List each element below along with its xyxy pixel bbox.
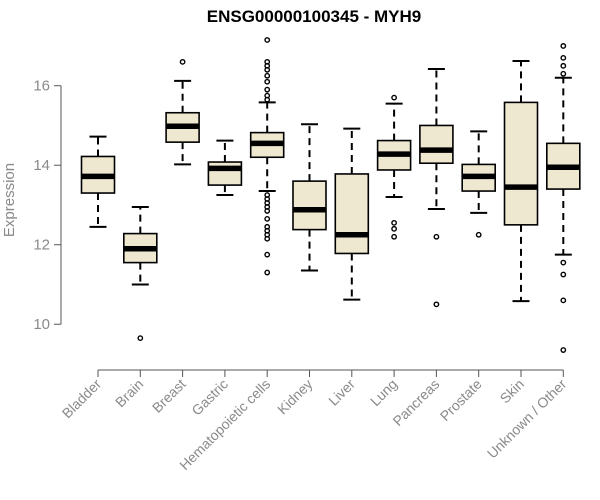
iqr-box bbox=[292, 180, 327, 231]
outlier-point bbox=[433, 301, 440, 308]
outlier-point bbox=[560, 347, 567, 353]
outlier-point bbox=[264, 96, 271, 103]
outlier-point bbox=[264, 72, 271, 79]
outlier-point bbox=[560, 54, 567, 61]
outlier-point bbox=[264, 235, 271, 242]
box-breast bbox=[165, 58, 200, 166]
outlier-point bbox=[137, 335, 144, 342]
box-skin bbox=[503, 60, 539, 303]
iqr-box bbox=[419, 124, 454, 165]
y-tick-label: 14 bbox=[33, 157, 50, 174]
outlier-point bbox=[560, 70, 567, 77]
x-tick-label: Unknown / Other bbox=[484, 376, 570, 462]
box-unknown-other bbox=[545, 43, 581, 353]
outlier-point bbox=[391, 233, 397, 240]
outlier-point bbox=[264, 86, 271, 93]
box-gastric bbox=[207, 139, 243, 197]
x-tick-label: Breast bbox=[149, 376, 189, 416]
y-tick-label: 10 bbox=[33, 316, 50, 333]
box-prostate bbox=[461, 130, 497, 238]
outlier-point bbox=[560, 297, 567, 304]
y-axis-label: Expression bbox=[1, 163, 18, 237]
x-tick-label: Brain bbox=[112, 376, 146, 410]
iqr-box bbox=[207, 161, 243, 186]
y-tick-label: 12 bbox=[33, 237, 50, 254]
box-pancreas bbox=[419, 68, 454, 308]
x-tick-label: Liver bbox=[325, 376, 358, 409]
outlier-point bbox=[560, 43, 567, 49]
y-tick-label: 16 bbox=[33, 78, 50, 95]
x-tick-label: Kidney bbox=[274, 376, 316, 418]
x-tick-label: Skin bbox=[497, 376, 528, 407]
outlier-point bbox=[560, 62, 567, 69]
box-hematopoietic-cells bbox=[249, 37, 285, 276]
outlier-point bbox=[264, 78, 271, 85]
outlier-point bbox=[560, 271, 567, 278]
x-tick-label: Bladder bbox=[59, 376, 105, 422]
outlier-point bbox=[179, 58, 186, 65]
iqr-box bbox=[503, 101, 539, 226]
outlier-point bbox=[475, 231, 482, 238]
box-bladder bbox=[80, 135, 116, 228]
outlier-point bbox=[264, 215, 271, 222]
outlier-point bbox=[391, 225, 397, 232]
chart-title: ENSG00000100345 - MYH9 bbox=[207, 7, 422, 26]
x-tick-label: Lung bbox=[367, 376, 400, 409]
outlier-point bbox=[264, 37, 271, 43]
outlier-point bbox=[391, 94, 397, 101]
box-lung bbox=[376, 94, 412, 240]
outlier-point bbox=[264, 269, 271, 276]
outlier-point bbox=[264, 66, 271, 73]
box-kidney bbox=[292, 123, 327, 272]
iqr-box bbox=[334, 173, 370, 255]
x-tick-label: Prostate bbox=[437, 376, 485, 424]
axes: 10 12 14 16 bbox=[33, 78, 564, 377]
outlier-point bbox=[391, 219, 397, 226]
outlier-point bbox=[264, 251, 271, 258]
box-brain bbox=[123, 205, 158, 342]
boxes bbox=[80, 37, 581, 353]
outlier-point bbox=[433, 233, 440, 240]
box-liver bbox=[334, 127, 370, 301]
x-tick-label: Pancreas bbox=[389, 376, 442, 429]
outlier-point bbox=[560, 259, 567, 266]
outlier-point bbox=[264, 208, 271, 214]
